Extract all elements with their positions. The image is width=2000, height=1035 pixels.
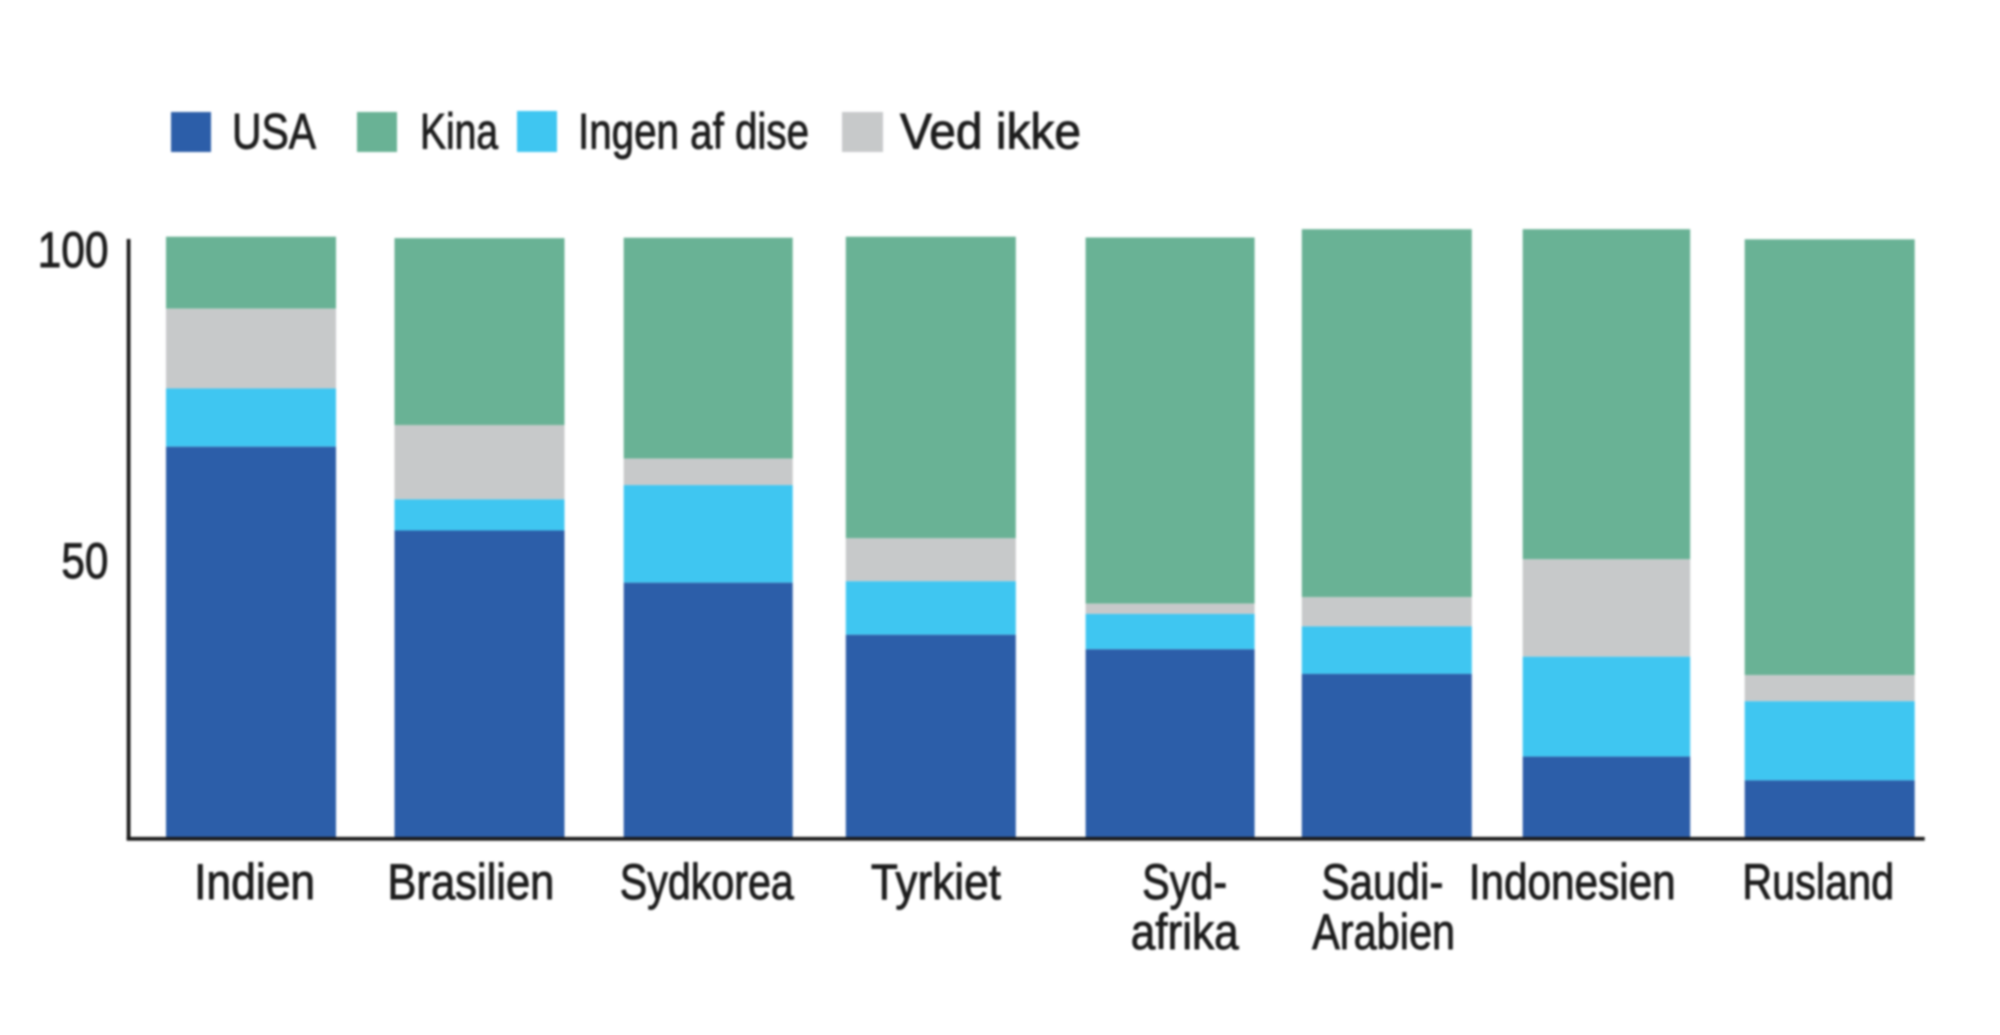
svg-text:Saudi-: Saudi-	[1321, 854, 1443, 910]
svg-text:Brasilien: Brasilien	[387, 854, 554, 910]
svg-text:100: 100	[38, 222, 109, 278]
svg-text:Arabien: Arabien	[1312, 904, 1455, 960]
svg-text:Indien: Indien	[194, 854, 315, 910]
svg-text:Indonesien: Indonesien	[1469, 854, 1676, 910]
svg-text:afrika: afrika	[1131, 904, 1239, 960]
svg-text:Sydkorea: Sydkorea	[620, 854, 794, 910]
svg-text:Tyrkiet: Tyrkiet	[871, 854, 1001, 910]
svg-text:Ingen af dise: Ingen af dise	[578, 104, 809, 160]
svg-text:Ved ikke: Ved ikke	[900, 104, 1081, 160]
svg-text:50: 50	[61, 533, 108, 589]
svg-text:USA: USA	[232, 104, 317, 160]
svg-text:Syd-: Syd-	[1142, 854, 1227, 910]
svg-text:Kina: Kina	[420, 104, 498, 160]
svg-text:Rusland: Rusland	[1742, 854, 1894, 910]
